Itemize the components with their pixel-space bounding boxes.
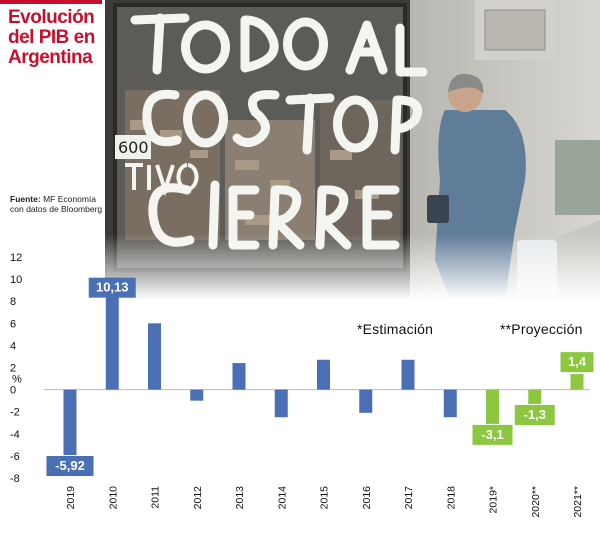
source-label: Fuente: — [10, 194, 41, 204]
data-label-box — [560, 352, 594, 373]
bar — [317, 359, 330, 390]
x-tick-label: 2016 — [361, 486, 373, 510]
bar — [443, 389, 457, 418]
data-label-box — [514, 404, 555, 425]
y-tick-label: 10 — [10, 274, 22, 286]
y-tick-label: -6 — [10, 451, 20, 463]
x-tick-label: 2020** — [530, 486, 542, 518]
x-tick-label: 2021** — [572, 486, 584, 518]
data-label-box — [46, 456, 94, 477]
title-line: del PIB en — [8, 27, 95, 48]
estimate-note: *Estimación — [357, 321, 434, 337]
data-label: 10,13 — [96, 280, 129, 295]
y-tick-label: 4 — [10, 340, 16, 352]
bar — [148, 323, 161, 390]
page-title: Evolución del PIB en Argentina — [8, 8, 102, 68]
data-label: -1,3 — [524, 407, 546, 422]
bar — [232, 363, 246, 390]
x-tick-label: 2019* — [488, 486, 500, 513]
x-tick-label: 2018 — [445, 486, 457, 510]
y-axis-label: % — [12, 374, 22, 386]
storefront-photo: 600 — [105, 0, 600, 300]
x-tick-label: 2014 — [276, 486, 288, 510]
x-tick-label: 2015 — [319, 486, 331, 510]
bar — [359, 389, 373, 413]
bar — [486, 389, 499, 424]
bar — [528, 389, 542, 404]
data-label: 1,4 — [568, 354, 587, 369]
bar — [190, 389, 204, 401]
source-note: Fuente: MF Economía con datos de Bloombe… — [10, 194, 106, 214]
bar — [570, 374, 584, 390]
x-tick-label: 2017 — [403, 486, 415, 510]
source-text: MF Economía con datos de Bloomberg — [10, 194, 103, 214]
x-tick-label: 2011 — [150, 486, 162, 509]
data-label: -5,92 — [55, 458, 85, 473]
x-tick-label: 2012 — [192, 486, 204, 510]
y-tick-label: 12 — [10, 252, 22, 264]
y-tick-label: 6 — [10, 318, 16, 330]
y-tick-label: -4 — [10, 429, 20, 441]
bar — [63, 389, 77, 456]
title-box: Evolución del PIB en Argentina — [0, 0, 102, 68]
y-tick-label: -8 — [10, 473, 20, 485]
y-tick-label: 0 — [10, 385, 16, 397]
projection-note: **Proyección — [500, 321, 583, 337]
x-tick-label: 2019 — [65, 486, 77, 510]
y-tick-label: 2 — [10, 363, 16, 375]
x-tick-label: 2013 — [234, 486, 246, 510]
bar — [105, 277, 119, 390]
bar — [401, 359, 415, 390]
data-label-box — [472, 424, 513, 445]
y-tick-label: 8 — [10, 296, 16, 308]
title-line: Argentina — [8, 47, 93, 68]
title-line: Evolución — [8, 7, 95, 28]
data-label-box — [88, 277, 136, 298]
bar — [274, 389, 288, 418]
y-tick-label: -2 — [10, 407, 20, 419]
data-label: -3,1 — [481, 427, 503, 442]
x-tick-label: 2010 — [107, 486, 119, 510]
